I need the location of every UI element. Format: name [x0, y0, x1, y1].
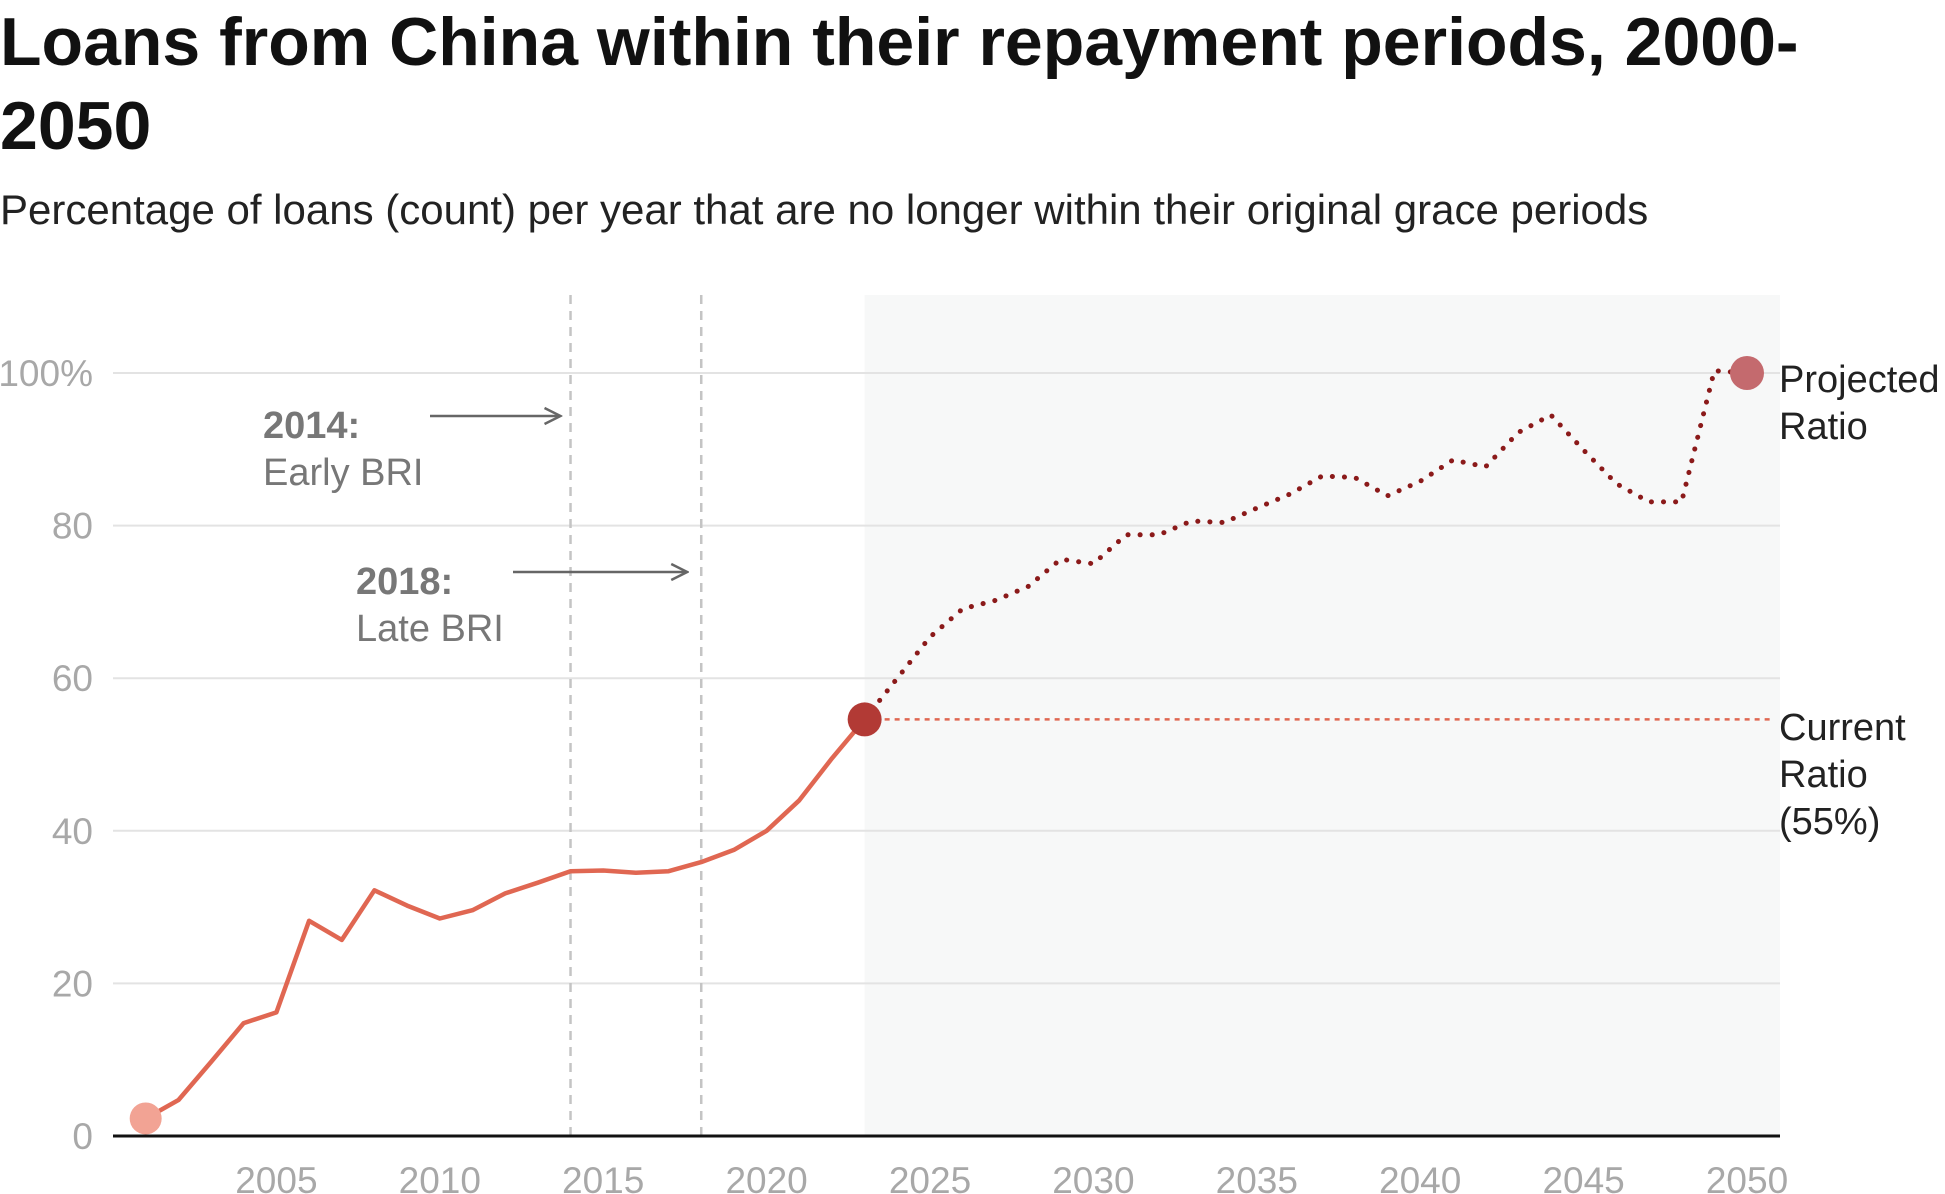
x-tick-label: 2045: [1542, 1160, 1624, 1194]
annotation-year: 2018:: [356, 561, 453, 603]
y-gridlines: [113, 372, 1780, 985]
y-tick-label: 20: [52, 963, 93, 1004]
projection-region-shading: [864, 295, 1780, 1136]
x-tick-label: 2050: [1706, 1160, 1788, 1194]
x-tick-label: 2010: [399, 1160, 481, 1194]
current-ratio-label: Current Ratio (55%): [1779, 707, 1906, 843]
x-tick-label: 2025: [889, 1160, 971, 1194]
current-ratio-label-line: (55%): [1779, 801, 1880, 843]
current-ratio-label-line: Ratio: [1779, 754, 1868, 796]
annotation-label: Early BRI: [263, 452, 423, 494]
bri-annotations: 2014: Early BRI 2018: Late BRI: [263, 405, 687, 650]
annotation-colon: :: [441, 561, 454, 603]
x-tick-label: 2020: [725, 1160, 807, 1194]
data-series: [143, 368, 1750, 1121]
bri-marker-lines: [569, 295, 703, 1136]
annotation-label: Late BRI: [356, 608, 504, 650]
x-tick-label: 2005: [235, 1160, 317, 1194]
y-axis-ticks: 0 20 40 60 80 100%: [0, 353, 93, 1157]
projected-end-dot: [1730, 356, 1764, 390]
chart-title: Loans from China within their repayment …: [0, 4, 1799, 164]
annotation-colon: :: [348, 405, 361, 447]
right-labels: Projected Ratio Current Ratio (55%): [1779, 359, 1940, 843]
annotation-year-value: 2014: [263, 405, 348, 447]
x-axis-ticks: 2005 2010 2015 2020 2025 2030 2035 2040 2045 2050: [235, 1160, 1788, 1194]
annotation-early-bri: 2014: Early BRI: [263, 405, 561, 494]
y-tick-label: 40: [52, 811, 93, 852]
x-tick-label: 2015: [562, 1160, 644, 1194]
highlight-points: [129, 356, 1764, 1135]
x-tick-label: 2040: [1379, 1160, 1461, 1194]
annotation-year: 2014:: [263, 405, 360, 447]
annotation-late-bri: 2018: Late BRI: [356, 561, 687, 650]
y-tick-label: 100%: [0, 353, 93, 394]
start-point-dot: [129, 1102, 162, 1135]
projected-ratio-label: Projected Ratio: [1779, 359, 1940, 448]
annotation-year-value: 2018: [356, 561, 441, 603]
current-ratio-label-line: Current: [1779, 707, 1906, 749]
current-point-dot: [847, 702, 882, 737]
y-tick-label: 0: [72, 1116, 93, 1157]
y-tick-label: 60: [52, 658, 93, 699]
x-tick-label: 2035: [1216, 1160, 1298, 1194]
projected-ratio-label-line: Projected: [1779, 359, 1940, 401]
x-tick-label: 2030: [1052, 1160, 1134, 1194]
historical-series-line: [143, 717, 867, 1121]
chart-subtitle: Percentage of loans (count) per year tha…: [0, 186, 1649, 233]
y-tick-label: 80: [52, 506, 93, 547]
projected-ratio-label-line: Ratio: [1779, 406, 1868, 448]
